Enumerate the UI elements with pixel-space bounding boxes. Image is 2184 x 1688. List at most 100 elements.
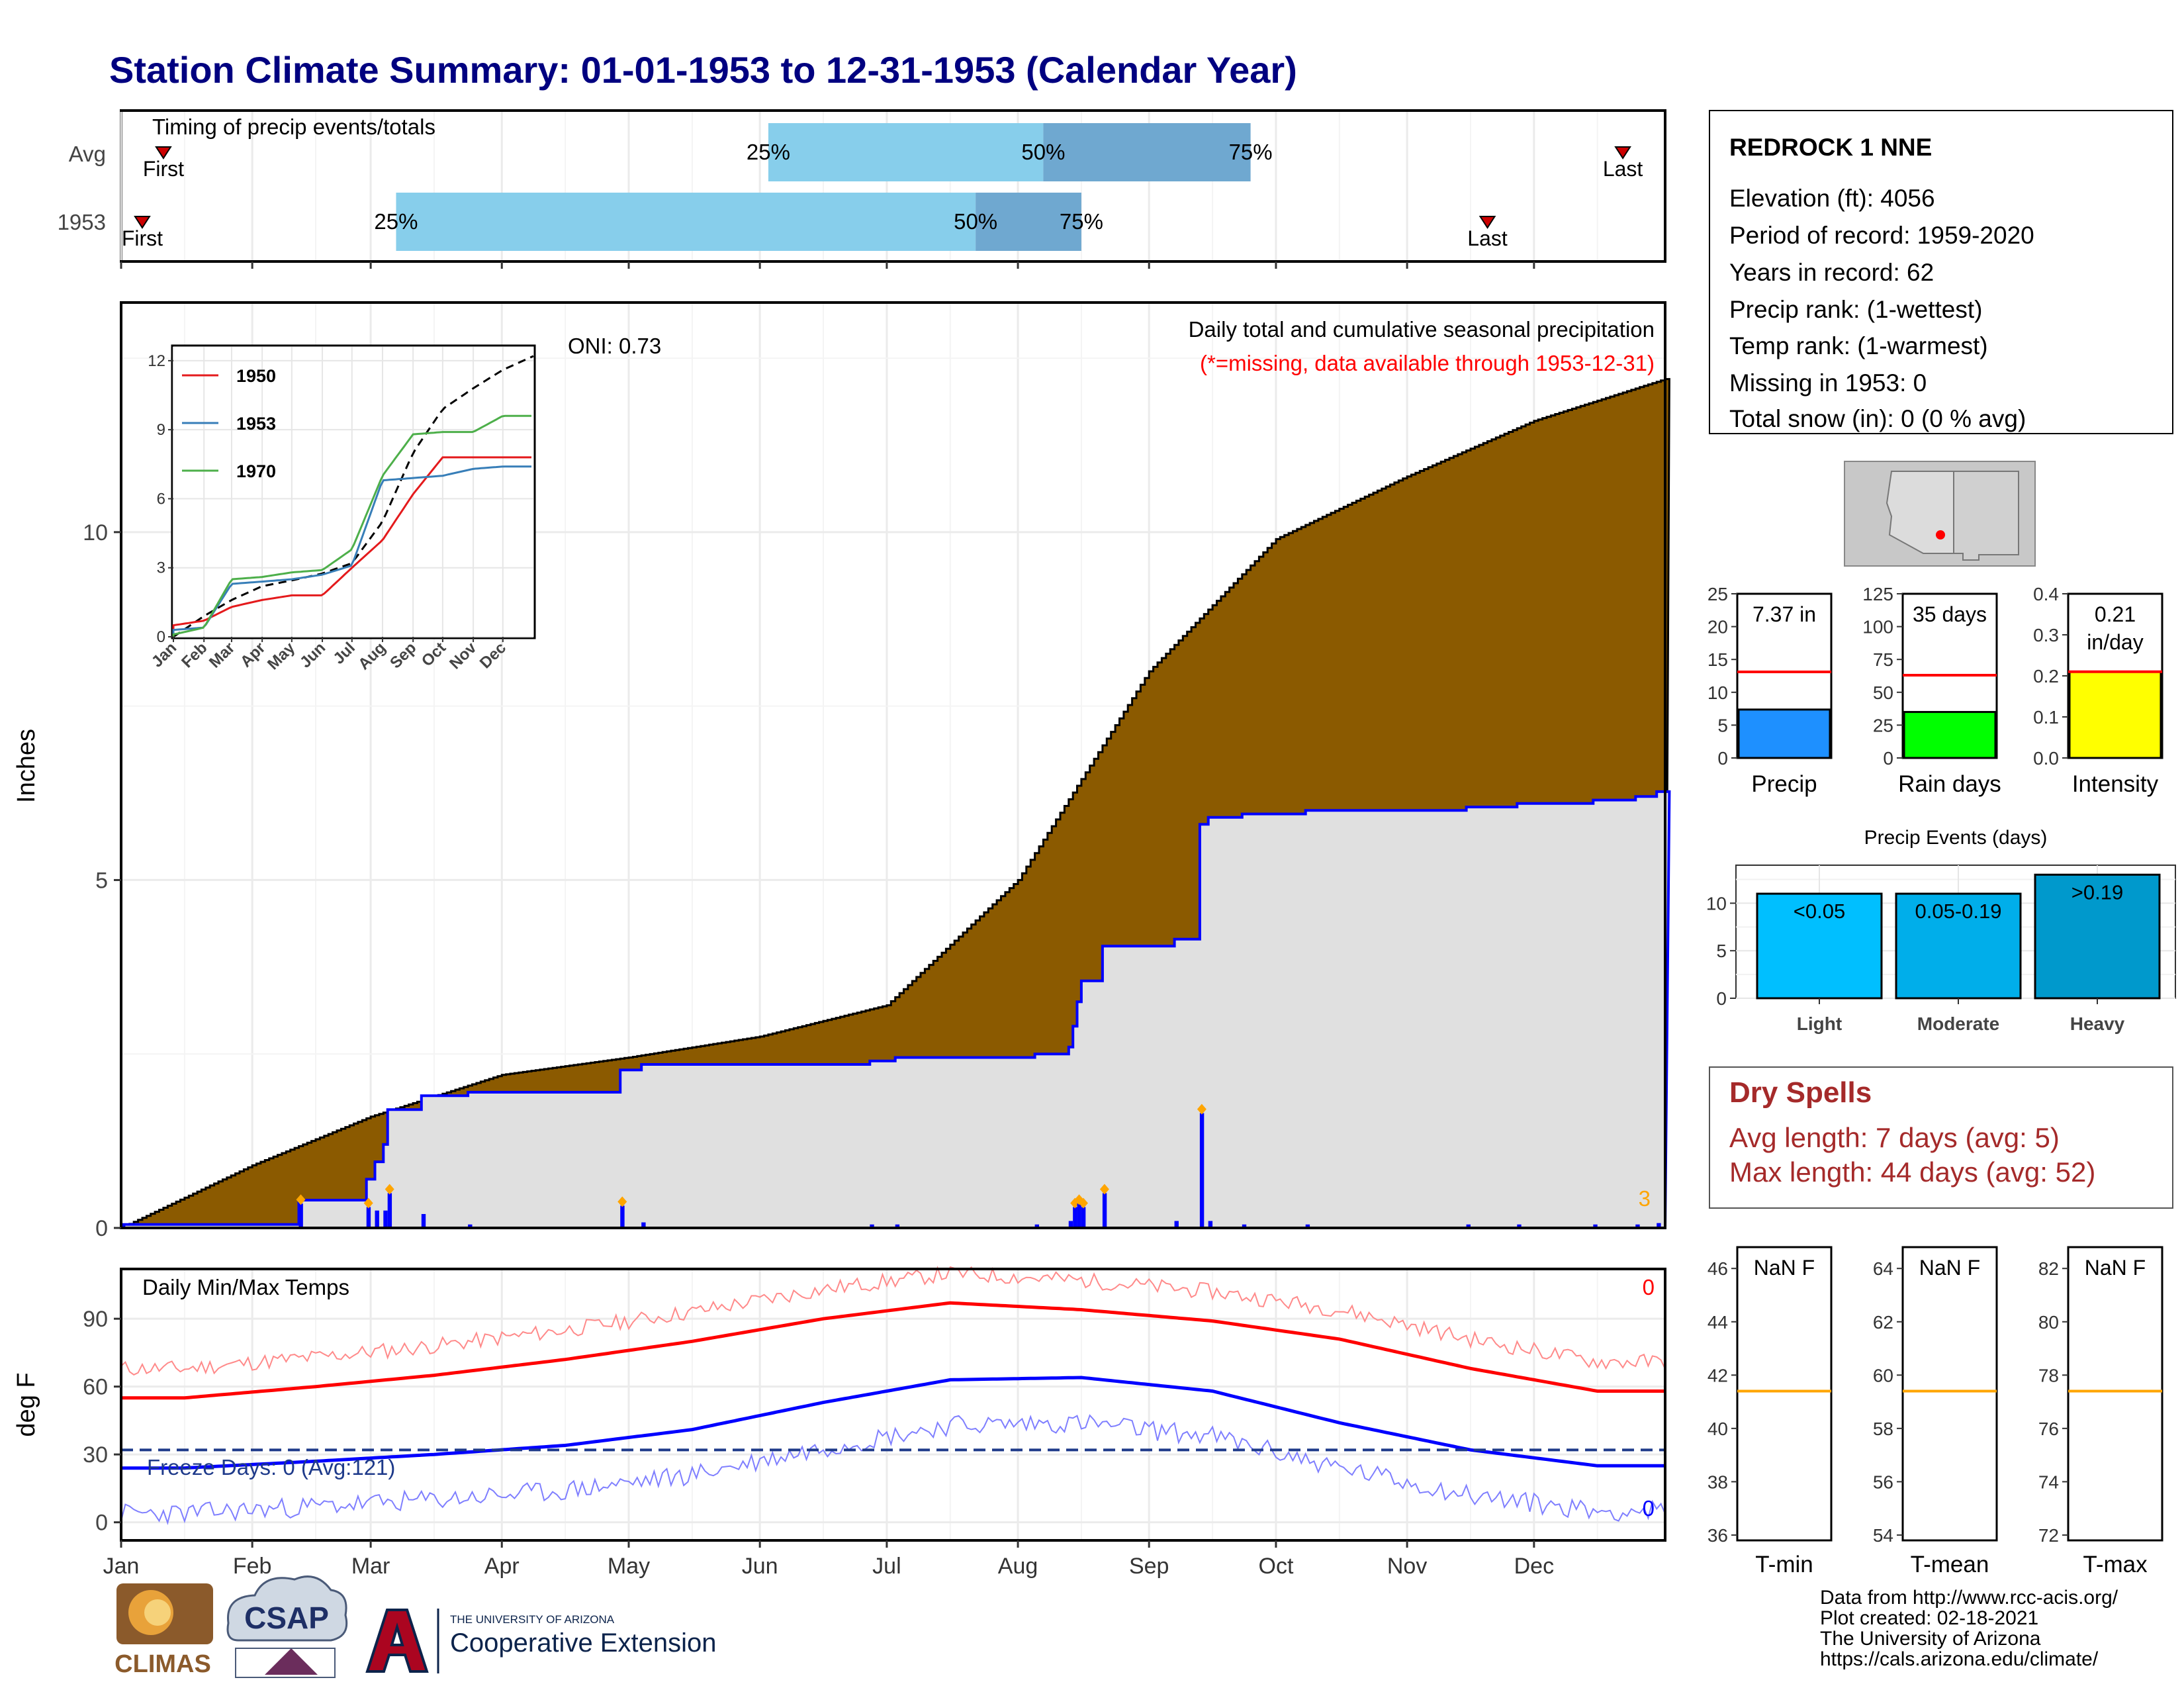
temp-y-tick-label: 30 <box>83 1442 108 1468</box>
temp-mini-y-tick-label: 74 <box>2038 1472 2059 1492</box>
footer-line-data-source: Data from http://www.rcc-acis.org/ <box>1820 1587 2118 1609</box>
oni-label: ONI: 0.73 <box>568 334 661 358</box>
timing-bar-50-75 <box>976 193 1081 251</box>
footer-line-university: The University of Arizona <box>1820 1628 2041 1650</box>
mini-chart-x-label: Rain days <box>1898 771 2001 797</box>
precip-events-title: Precip Events (days) <box>1864 827 2048 849</box>
inset-y-tick-label: 0 <box>157 628 165 646</box>
precip-daily-bar <box>1593 1224 1598 1228</box>
temp-mini-y-tick-label: 80 <box>2038 1312 2059 1333</box>
month-tick-label: Feb <box>233 1554 272 1579</box>
station-line-years: Years in record: 62 <box>1729 259 1934 286</box>
events-bar-label: >0.19 <box>2071 880 2123 904</box>
station-line-snow: Total snow (in): 0 (0 % avg) <box>1729 405 2026 432</box>
precip-daily-bar <box>383 1210 388 1228</box>
precip-daily-bar <box>298 1203 303 1228</box>
precip-daily-bar <box>387 1193 392 1228</box>
temp-mini-y-tick-label: 60 <box>1873 1365 1893 1385</box>
mini-chart-y-tick-label: 0 <box>1883 748 1893 769</box>
precip-y-axis: 0 5 10 <box>83 520 121 1241</box>
timing-row-1953-label: 1953 <box>58 210 106 234</box>
temp-mini-x-label: T-max <box>2083 1552 2148 1577</box>
precip-daily-bar <box>1517 1224 1522 1228</box>
timing-first-label: First <box>143 157 184 181</box>
temperature-mini-charts: 36 38 40 42 44 46 NaN F T-min 54 56 58 60 62 64 NaN F T… <box>1707 1246 2163 1577</box>
precip-heavy-event-marker <box>1099 1184 1109 1195</box>
temp-mini-frame <box>1901 1246 1998 1542</box>
precip-daily-bar <box>641 1222 646 1228</box>
temp-mini-y-tick-label: 82 <box>2038 1258 2059 1279</box>
timing-p25-label: 25% <box>374 209 418 234</box>
inset-y-tick-label: 9 <box>157 421 165 439</box>
ua-logo-small-text: THE UNIVERSITY OF ARIZONA <box>450 1613 615 1626</box>
station-line-period: Period of record: 1959-2020 <box>1729 222 2034 249</box>
temp-mini-frame <box>1736 1246 1833 1542</box>
temp-mini-y-tick-label: 36 <box>1707 1525 1728 1546</box>
precip-daily-bar <box>870 1224 874 1228</box>
precip-events-bars: 0 5 10 <0.05 Light 0.05-0.19 Moderate >0.19 Heav… <box>1706 865 2176 1034</box>
precip-daily-bar <box>620 1205 625 1228</box>
mini-chart-y-tick-label: 75 <box>1873 649 1893 670</box>
csap-base <box>235 1648 336 1678</box>
precip-panel-frame <box>120 301 1666 1229</box>
mini-chart-y-tick-label: 100 <box>1862 617 1893 637</box>
month-tick-label: Sep <box>1129 1554 1169 1579</box>
precip-heavy-event-marker <box>617 1196 627 1207</box>
temp-y-tick-label: 60 <box>83 1375 108 1400</box>
events-x-label: Moderate <box>1917 1013 1999 1034</box>
mini-chart-y-tick-label: 0.1 <box>2033 707 2059 727</box>
footer-line-url: https://cals.arizona.edu/climate/ <box>1820 1648 2099 1670</box>
inset-legend-1970: 1970 <box>236 461 276 481</box>
precip-heavy-event-marker <box>1197 1103 1206 1115</box>
temp-y-tick-label: 90 <box>83 1307 108 1332</box>
month-tick-label: Jun <box>742 1554 778 1579</box>
temp-panel-title: Daily Min/Max Temps <box>142 1275 349 1299</box>
mini-chart-y-tick-label: 15 <box>1707 649 1728 670</box>
events-bar-heavy <box>2034 873 2161 1000</box>
precip-daily-bars <box>121 1103 1661 1228</box>
temp-mini-y-tick-label: 38 <box>1707 1472 1728 1492</box>
precip-heavy-event-marker <box>385 1184 394 1195</box>
dry-spells-box: Dry Spells Avg length: 7 days (avg: 5) M… <box>1709 1066 2173 1209</box>
timing-last-marker <box>1614 146 1631 160</box>
timing-bar-50-75 <box>1043 123 1251 181</box>
csap-logo: CSAP <box>226 1575 348 1678</box>
timing-first-marker <box>155 146 172 160</box>
temp-mini-y-tick-label: 62 <box>1873 1312 1893 1333</box>
month-tick-label: Aug <box>998 1554 1038 1579</box>
temp-mini-x-label: T-mean <box>1911 1552 1989 1577</box>
inset-series-line-1970 <box>172 414 531 637</box>
annual-total-mini-charts: 0 5 10 15 20 25 7.37 in Precip 0 25 50 75 100 125 35 d… <box>1707 584 2163 797</box>
mini-chart-y-tick-label: 125 <box>1862 584 1893 604</box>
precip-daily-bar <box>1174 1221 1179 1228</box>
timing-label: Timing of precip events/totals <box>152 115 435 139</box>
temp-mini-y-tick-label: 78 <box>2038 1365 2059 1385</box>
events-y-tick-label: 10 <box>1706 893 1727 914</box>
month-tick-label: Jul <box>872 1554 901 1579</box>
mini-chart-y-tick-label: 10 <box>1707 682 1728 703</box>
inset-y-tick-label: 12 <box>148 352 165 370</box>
temp-record-max-line <box>120 1265 1666 1376</box>
mini-chart-y-tick-label: 25 <box>1873 715 1893 735</box>
mini-chart-bar <box>1737 708 1831 759</box>
mini-chart-y-tick-label: 0.4 <box>2033 584 2059 604</box>
freeze-days-label: Freeze Days: 0 (Avg:121) <box>147 1455 395 1479</box>
month-tick-label: Jan <box>103 1554 140 1579</box>
precip-corner-count: 3 <box>1639 1186 1651 1211</box>
precip-daily-bar <box>121 1224 126 1228</box>
station-info-frame <box>1709 110 2173 434</box>
temp-y-tick-label: 0 <box>95 1511 108 1536</box>
precip-daily-bar <box>1242 1224 1247 1228</box>
temp-record-min-line <box>120 1414 1666 1525</box>
temp-avg-max-line <box>121 1301 1665 1400</box>
precip-panel: 0 5 10 Inches Daily total and cumulative s… <box>13 301 1671 1241</box>
month-tick-label: Dec <box>1514 1554 1554 1579</box>
month-tick-label: Oct <box>1259 1554 1294 1579</box>
inset-lines <box>172 355 534 638</box>
timing-row-avg-label: Avg <box>69 142 106 166</box>
station-line-elevation: Elevation (ft): 4056 <box>1729 185 1935 212</box>
month-tick-label: Nov <box>1387 1554 1427 1579</box>
mini-chart-bar <box>1903 711 1997 759</box>
timing-p75-label: 75% <box>1060 209 1103 234</box>
